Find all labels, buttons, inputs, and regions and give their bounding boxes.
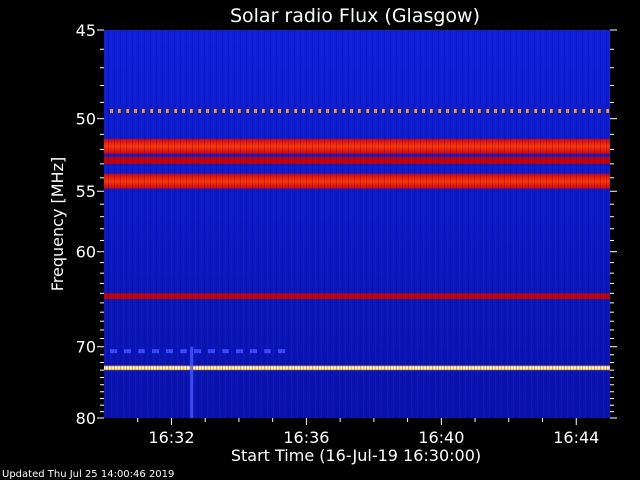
event-layer [190,346,194,418]
y-axis-label: Frequency [MHz] [48,157,67,291]
y-tick-label: 70 [76,338,96,357]
x-tick-label: 16:36 [283,428,329,447]
y-tick-label: 50 [76,110,96,129]
event-0 [190,346,194,418]
y-tick-label: 45 [76,21,96,40]
texture-overlay [104,30,610,418]
x-axis-label: Start Time (16-Jul-19 16:30:00) [231,446,481,465]
y-tick-label: 55 [76,182,96,201]
x-tick-label: 16:40 [418,428,464,447]
y-tick-label: 60 [76,243,96,262]
y-tick-label: 80 [76,409,96,428]
y-axis: 45 50 55 60 70 80 [76,21,617,428]
x-tick-label: 16:32 [148,428,194,447]
x-axis: 16:32 16:36 16:40 16:44 [137,418,599,447]
updated-timestamp: Updated Thu Jul 25 14:00:46 2019 [2,469,174,480]
x-tick-label: 16:44 [553,428,599,447]
chart-title: Solar radio Flux (Glasgow) [230,5,480,27]
plot-area [104,30,610,418]
